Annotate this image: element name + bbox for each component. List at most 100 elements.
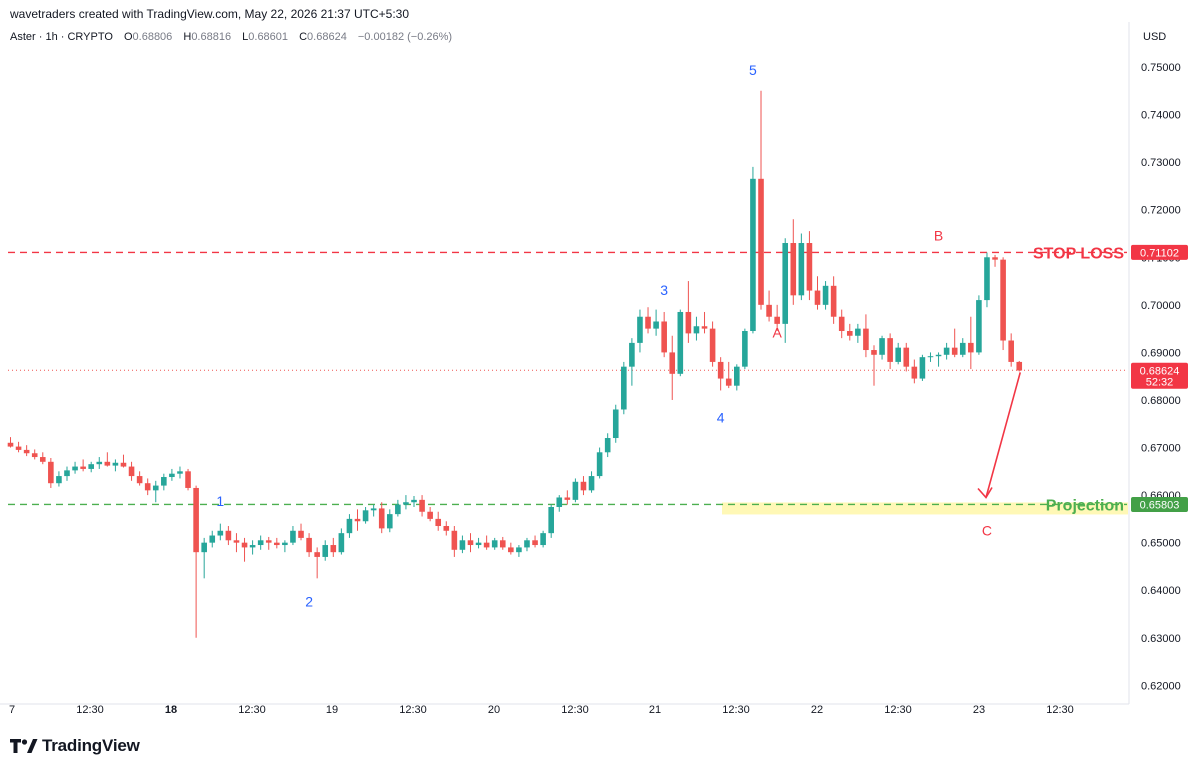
x-tick-label: 12:30 [238, 704, 266, 716]
candle-body [830, 285, 837, 317]
wave-label-5: 5 [749, 62, 757, 78]
change-value: −0.00182 (−0.26%) [357, 31, 453, 43]
candle-body [903, 347, 910, 367]
last-price-tag-text: 52:32 [1146, 376, 1174, 388]
candle-body [516, 547, 522, 553]
projection-price-tag-text: 0.65803 [1140, 499, 1180, 511]
wave-label-2: 2 [305, 593, 313, 609]
candle-body [556, 497, 563, 507]
candle-body [814, 290, 821, 305]
candle-body [540, 533, 546, 546]
last-price-tag-text: 0.68624 [1140, 365, 1180, 377]
candle-body [338, 533, 345, 553]
x-tick-label: 12:30 [76, 704, 104, 716]
candle-body [7, 442, 14, 447]
candle-body [798, 243, 805, 296]
x-tick-label: 22 [811, 704, 823, 716]
candle-body [572, 481, 579, 500]
candle-body [459, 540, 466, 550]
candle-body [508, 547, 514, 553]
candle-body [298, 530, 304, 538]
tradingview-brand[interactable]: TradingView [10, 736, 140, 756]
x-tick-label: 21 [649, 704, 661, 716]
wave-label-b: B [934, 228, 943, 244]
projection-label: Projection [1046, 497, 1124, 514]
candle-body [31, 453, 38, 458]
x-tick-label: 12:30 [884, 704, 912, 716]
y-tick-label: 0.70000 [1141, 300, 1181, 312]
candle-body [935, 354, 942, 357]
candle-body [766, 304, 772, 317]
candle-body [919, 357, 926, 379]
candle-body [483, 542, 490, 548]
candle-body [193, 487, 199, 553]
low-label: L [242, 31, 249, 43]
candle-body [604, 438, 611, 453]
x-tick-label: 18 [165, 704, 177, 716]
candle-body [685, 311, 692, 334]
candle-body [15, 446, 22, 450]
candle-body [661, 321, 667, 353]
projection-arrow-layer [977, 372, 1022, 499]
high-label: H [183, 31, 192, 43]
candle-body [976, 300, 982, 353]
candle-body [233, 540, 240, 543]
candle-body [637, 316, 643, 343]
candle-body [588, 476, 595, 491]
candle-body [265, 540, 272, 543]
candle-body [822, 285, 829, 305]
open-label: O [123, 31, 133, 43]
candle-body [879, 338, 885, 355]
candle-body [790, 243, 797, 296]
candle-body [887, 338, 893, 362]
candle-body [734, 366, 740, 386]
candle-body [927, 356, 934, 358]
candle-body [846, 331, 853, 336]
candle-body [475, 542, 482, 546]
candle-body [669, 352, 676, 374]
symbol-legend: Aster · 1h · CRYPTO O0.68806 H0.68816 L0… [10, 31, 452, 43]
candle-body [451, 530, 458, 550]
y-tick-label: 0.68000 [1141, 395, 1181, 407]
candle-body [217, 530, 224, 536]
x-tick-label: 12:30 [1046, 704, 1074, 716]
candle-body [23, 449, 30, 454]
candle-body [701, 326, 708, 329]
candle-body [806, 243, 813, 291]
tradingview-wordmark: TradingView [42, 736, 140, 755]
stop-loss-label: STOP LOSS [1033, 245, 1124, 262]
wave-label-4: 4 [717, 409, 725, 425]
tradingview-logo-icon [10, 739, 38, 753]
candle-body [653, 321, 659, 329]
candle-body [378, 508, 385, 529]
x-tick-label: 19 [326, 704, 338, 716]
candle-body [322, 545, 329, 557]
candle-body [411, 499, 417, 503]
wave-label-3: 3 [660, 282, 668, 298]
projection-price-tag [1131, 496, 1188, 512]
candle-body [290, 530, 296, 543]
x-tick-label: 12:30 [722, 704, 750, 716]
symbol-name: Aster · 1h · CRYPTO [10, 31, 113, 43]
high-value: 0.68816 [191, 31, 232, 43]
candle-body [677, 311, 684, 374]
candle-body [274, 542, 280, 546]
currency-label[interactable]: USD [1143, 31, 1167, 43]
y-tick-label: 0.65000 [1141, 538, 1181, 550]
candle-body [443, 526, 450, 531]
low-value: 0.68601 [248, 31, 289, 43]
candle-body [201, 542, 207, 553]
candle-body [911, 366, 918, 379]
candle-body [112, 462, 119, 466]
candle-body [330, 545, 337, 553]
y-tick-label: 0.75000 [1141, 62, 1181, 74]
candle-body [750, 178, 756, 332]
projection-arrow-head [977, 487, 993, 499]
x-tick-label: 20 [488, 704, 500, 716]
chart-credit: wavetraders created with TradingView.com… [10, 7, 409, 21]
candle-body [959, 342, 966, 355]
candle-body [871, 350, 877, 355]
candle-body [185, 471, 191, 488]
